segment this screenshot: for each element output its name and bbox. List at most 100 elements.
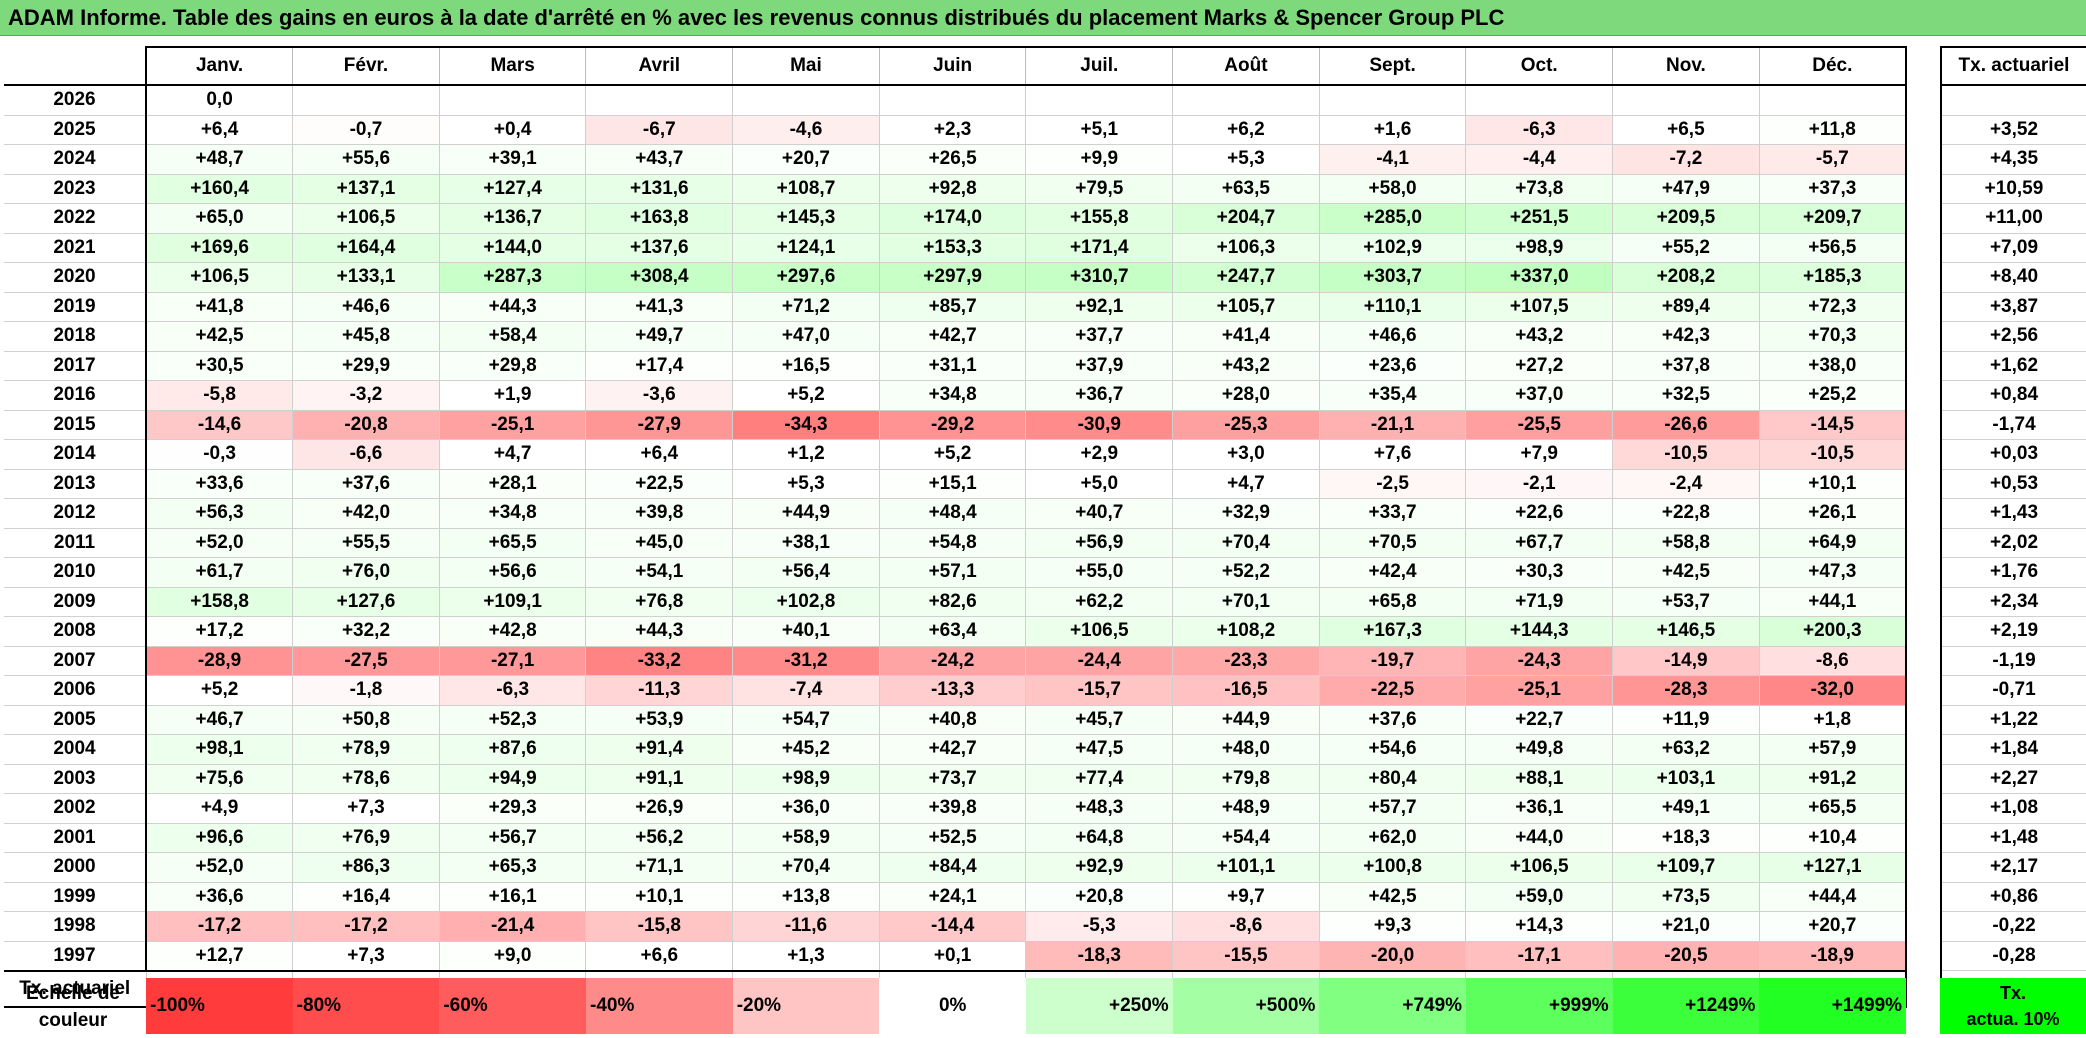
gain-cell: -27,1	[438, 646, 586, 676]
gain-cell: -15,8	[585, 911, 733, 942]
gain-cell: +36,1	[1465, 793, 1613, 824]
gain-cell: +65,0	[145, 203, 293, 234]
gain-cell: +22,6	[1465, 498, 1613, 529]
year-cell: 2023	[4, 174, 146, 204]
gain-cell: +72,3	[1758, 292, 1907, 322]
gain-cell: +76,8	[585, 587, 733, 617]
gain-cell: +73,8	[1465, 174, 1613, 204]
gain-cell: -20,8	[292, 410, 440, 440]
table-row: 2000 +52,0 +86,3 +65,3 +71,1 +70,4 +84,4 +92,9 +…	[4, 852, 1907, 883]
gain-cell: -13,3	[878, 675, 1026, 706]
gain-cell: +4,9	[145, 793, 293, 824]
gain-cell: +96,6	[145, 823, 293, 853]
color-scale-step: +250%	[1026, 978, 1173, 1034]
tx-cell: +1,48	[1940, 823, 2086, 853]
gain-cell: +4,7	[438, 439, 586, 470]
gain-cell: +110,1	[1318, 292, 1466, 322]
gain-cell: +48,3	[1025, 793, 1173, 824]
gain-cell: +47,0	[732, 321, 880, 352]
tx-cell: +0,84	[1940, 380, 2086, 411]
gain-cell: +208,2	[1612, 262, 1760, 293]
gain-cell: +2,3	[878, 115, 1026, 145]
color-scale-step: -20%	[732, 978, 880, 1034]
gain-cell: -17,1	[1465, 941, 1613, 972]
gain-cell: +0,4	[438, 115, 586, 145]
gain-cell: +35,4	[1318, 380, 1466, 411]
year-cell: 2024	[4, 144, 146, 175]
gain-cell: +56,5	[1758, 233, 1907, 263]
gain-cell: +48,7	[145, 144, 293, 175]
gain-cell: -11,3	[585, 675, 733, 706]
year-cell: 2009	[4, 587, 146, 617]
gain-cell: +247,7	[1172, 262, 1320, 293]
gain-cell: +67,7	[1465, 528, 1613, 558]
gain-cell: +41,4	[1172, 321, 1320, 352]
gain-cell: +65,3	[438, 852, 586, 883]
tx-cell: +1,43	[1940, 498, 2086, 529]
year-cell: 2008	[4, 616, 146, 647]
gain-cell: +46,7	[145, 705, 293, 735]
gain-cell: +53,7	[1612, 587, 1760, 617]
table-row: 2021 +169,6 +164,4 +144,0 +137,6 +124,1 +153,3…	[4, 233, 1907, 263]
gain-cell: +50,8	[292, 705, 440, 735]
gain-cell: -20,0	[1318, 941, 1466, 972]
color-scale-step: +999%	[1466, 978, 1613, 1034]
gain-cell	[585, 85, 733, 116]
gain-cell: +76,9	[292, 823, 440, 853]
table-row: 1998 -17,2 -17,2 -21,4 -15,8 -11,6 -14,4 -5,3 -8…	[4, 911, 1907, 942]
tx-cell: -0,28	[1940, 941, 2086, 971]
year-cell: 2018	[4, 321, 146, 352]
year-cell: 2002	[4, 793, 146, 824]
gain-cell: +65,8	[1318, 587, 1466, 617]
gain-cell: +297,9	[878, 262, 1026, 293]
gain-cell: +47,3	[1758, 557, 1907, 588]
gain-cell: +75,6	[145, 764, 293, 794]
tx-cell: +8,40	[1940, 262, 2086, 293]
gain-cell: +102,8	[732, 587, 880, 617]
gain-cell: +85,7	[878, 292, 1026, 322]
table-row: 2014 -0,3 -6,6 +4,7 +6,4 +1,2 +5,2 +2,9 +3,0 +7,6…	[4, 439, 1907, 470]
table-row: 2004 +98,1 +78,9 +87,6 +91,4 +45,2 +42,7 +47,5 +…	[4, 734, 1907, 765]
year-cell: 2005	[4, 705, 146, 735]
table-row: 2022 +65,0 +106,5 +136,7 +163,8 +145,3 +174,0 +…	[4, 203, 1907, 234]
gain-cell: +26,5	[878, 144, 1026, 175]
gain-cell: +63,2	[1612, 734, 1760, 765]
tx-cell: +11,00	[1940, 203, 2086, 234]
footer-label: Tx. actuariel	[4, 971, 146, 1008]
gain-cell: +84,4	[878, 852, 1026, 883]
gain-cell: +251,5	[1465, 203, 1613, 234]
tx-cell: +1,84	[1940, 734, 2086, 765]
gain-cell: +7,6	[1318, 439, 1466, 470]
gain-cell: +58,9	[732, 823, 880, 853]
gain-cell: +89,4	[1612, 292, 1760, 322]
gain-cell: +204,7	[1172, 203, 1320, 234]
year-cell: 2015	[4, 410, 146, 440]
gain-cell: +22,8	[1612, 498, 1760, 529]
gain-cell: +41,3	[585, 292, 733, 322]
table-row: 2007 -28,9 -27,5 -27,1 -33,2 -31,2 -24,2 -24,4-…	[4, 646, 1907, 676]
gain-cell: +174,0	[878, 203, 1026, 234]
gain-cell: 0,0	[145, 85, 294, 116]
gain-cell	[1758, 85, 1907, 116]
gain-cell: +62,0	[1318, 823, 1466, 853]
table-row: 2013 +33,6 +37,6 +28,1 +22,5 +5,3 +15,1 +5,0 +4,…	[4, 469, 1907, 499]
gain-cell: +63,5	[1172, 174, 1320, 204]
color-scale-tx: Tx. actua. 10%	[1940, 978, 2086, 1034]
gain-cell: +1,8	[1758, 705, 1907, 735]
gain-cell: +36,7	[1025, 380, 1173, 411]
gain-cell: +106,5	[1025, 616, 1173, 647]
gain-cell: +65,5	[438, 528, 586, 558]
year-cell: 2013	[4, 469, 146, 499]
table-row: 2008 +17,2 +32,2 +42,8 +44,3 +40,1 +63,4 +106,5…	[4, 616, 1907, 647]
tx-cell: +2,17	[1940, 852, 2086, 883]
gain-cell: +106,5	[1465, 852, 1613, 883]
gain-cell	[1025, 85, 1173, 116]
gain-cell: +88,1	[1465, 764, 1613, 794]
gain-cell: +52,0	[145, 528, 293, 558]
gain-cell	[1612, 85, 1760, 116]
gain-cell: -21,4	[438, 911, 586, 942]
gain-cell: +10,1	[585, 882, 733, 912]
gain-cell: +46,6	[1318, 321, 1466, 352]
gain-cell: +27,2	[1465, 351, 1613, 381]
gain-cell: -28,3	[1612, 675, 1760, 706]
